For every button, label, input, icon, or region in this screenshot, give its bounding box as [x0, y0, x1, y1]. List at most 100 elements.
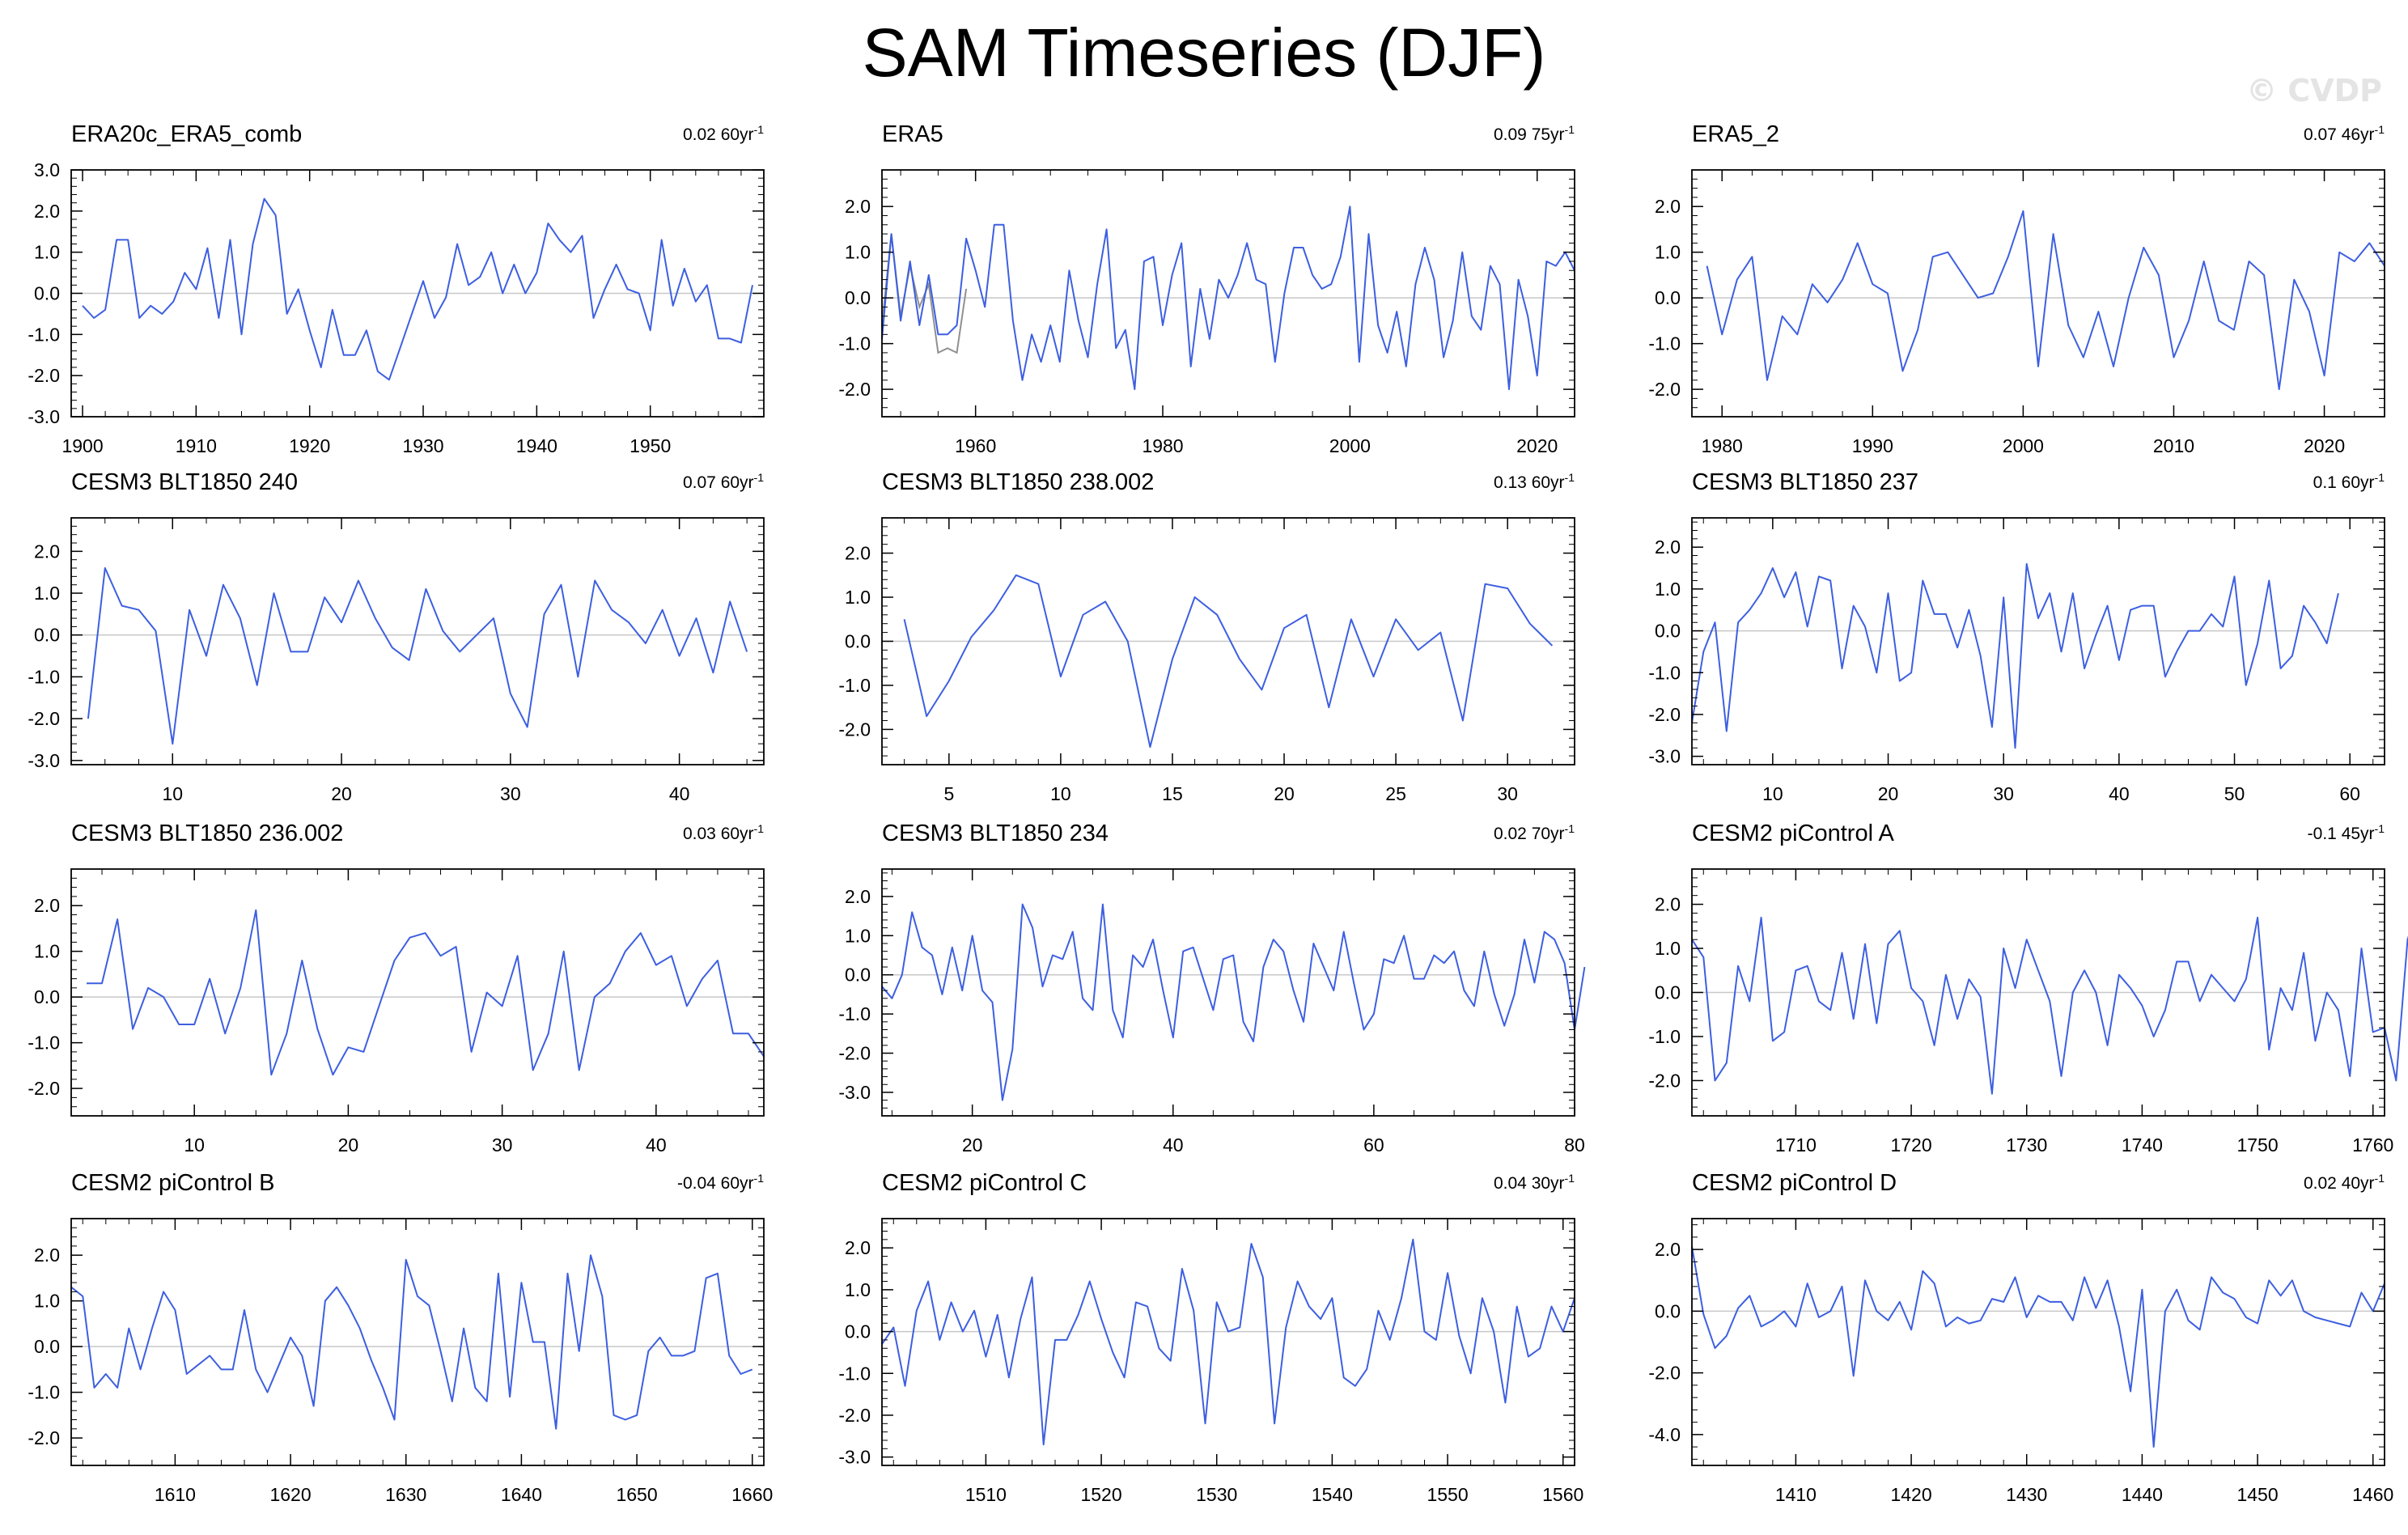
trend-value: -0.1 45yr — [2307, 825, 2375, 843]
x-tick-label: 1520 — [1080, 1484, 1121, 1505]
x-tick-label: 1450 — [2236, 1484, 2278, 1505]
series-line — [82, 197, 753, 381]
trend-value: -0.04 60yr — [676, 1174, 754, 1193]
plot-frame — [1691, 169, 2385, 418]
series-line — [1691, 916, 2408, 1095]
y-tick-label: 0.0 — [845, 965, 871, 986]
y-tick-label: 0.0 — [34, 625, 60, 646]
x-tick-label: 1920 — [289, 435, 330, 456]
y-tick-label: 1.0 — [34, 1291, 60, 1312]
panel-title: ERA5 — [882, 121, 943, 147]
trend-label: 0.09 75yr-1 — [1494, 123, 1575, 145]
y-tick-label: 2.0 — [34, 895, 60, 916]
y-tick-label: 2.0 — [34, 541, 60, 562]
chart-panel: ERA5 0.09 75yr-1 1960 1980 2000 2020 -2.0 -1.0 0… — [838, 121, 1575, 473]
y-tick-label: -3.0 — [28, 406, 60, 427]
y-tick-label: 0.0 — [34, 986, 60, 1007]
plot-frame — [70, 517, 765, 765]
x-tick-label: 1910 — [176, 435, 217, 456]
chart-panel: ERA5_2 0.07 46yr-1 1980 1990 2000 2010 2020 -2.… — [1648, 121, 2385, 473]
chart-panel: CESM3 BLT1850 238.002 0.13 60yr-1 5 10 15 20 2… — [838, 469, 1575, 821]
trend-label: 0.02 70yr-1 — [1494, 822, 1575, 844]
x-tick-label: 20 — [331, 783, 352, 804]
y-tick-label: -1.0 — [1648, 1026, 1681, 1047]
chart-panel: CESM3 BLT1850 240 0.07 60yr-1 10 20 30 40 -3.0… — [28, 469, 765, 821]
trend-unit-exponent: -1 — [1564, 123, 1575, 136]
x-tick-label: 10 — [1050, 783, 1071, 804]
x-tick-label: 1440 — [2122, 1484, 2163, 1505]
trend-unit-exponent: -1 — [1564, 1172, 1575, 1185]
x-tick-label: 10 — [162, 783, 183, 804]
y-tick-label: 0.0 — [1655, 1300, 1681, 1321]
panel-title: CESM3 BLT1850 236.002 — [71, 821, 344, 846]
x-tick-label: 30 — [500, 783, 521, 804]
y-tick-label: 0.0 — [1655, 982, 1681, 1003]
x-tick-label: 30 — [1497, 783, 1518, 804]
timeseries-plot: 1410 1420 1430 1440 1450 1460 -4.0 -2.0 0.0 2.0 — [1648, 1218, 2393, 1505]
x-tick-label: 1980 — [1142, 435, 1183, 456]
trend-label: 0.02 40yr-1 — [2304, 1172, 2385, 1194]
y-tick-label: -2.0 — [1648, 1070, 1681, 1091]
y-tick-label: -1.0 — [28, 1382, 60, 1403]
x-tick-label: 1420 — [1890, 1484, 1931, 1505]
trend-unit-exponent: -1 — [1564, 822, 1575, 835]
panel-title: CESM2 piControl D — [1692, 1170, 1897, 1196]
y-tick-label: 0.0 — [845, 287, 871, 308]
trend-unit-exponent: -1 — [753, 1172, 764, 1185]
y-tick-label: 2.0 — [1655, 894, 1681, 915]
x-tick-label: 1650 — [616, 1484, 657, 1505]
watermark: © CVDP — [2246, 73, 2382, 108]
panel-title: CESM3 BLT1850 238.002 — [882, 469, 1155, 495]
y-tick-label: 0.0 — [845, 631, 871, 652]
trend-value: 0.02 40yr — [2303, 1174, 2375, 1193]
trend-label: 0.07 46yr-1 — [2304, 123, 2385, 145]
y-tick-label: -1.0 — [1648, 662, 1681, 683]
y-tick-label: 1.0 — [1655, 579, 1681, 600]
trend-value: 0.07 60yr — [682, 473, 754, 492]
timeseries-plot: 1710 1720 1730 1740 1750 1760 -2.0 -1.0 0.0 1.0 2.… — [1648, 868, 2408, 1155]
timeseries-plot: 10 20 30 40 -3.0 -2.0 -1.0 0.0 1.0 2.0 — [28, 517, 765, 804]
y-tick-label: 0.0 — [34, 1336, 60, 1357]
panel-title: CESM2 piControl A — [1692, 821, 1894, 846]
y-tick-label: -1.0 — [838, 1363, 871, 1384]
series-line — [881, 903, 1586, 1101]
x-tick-label: 60 — [2339, 783, 2360, 804]
x-tick-label: 20 — [338, 1134, 359, 1155]
x-tick-label: 30 — [1993, 783, 2014, 804]
trend-unit-exponent: -1 — [753, 471, 764, 484]
series-line — [903, 574, 1554, 748]
x-tick-label: 1900 — [61, 435, 103, 456]
chart-panel: CESM2 piControl D 0.02 40yr-1 1410 1420 1430… — [1648, 1170, 2393, 1522]
x-tick-label: 1930 — [402, 435, 443, 456]
y-tick-label: 0.0 — [34, 283, 60, 304]
x-tick-label: 15 — [1162, 783, 1183, 804]
x-tick-label: 1960 — [955, 435, 996, 456]
x-tick-label: 20 — [1274, 783, 1295, 804]
plot-frame — [1691, 517, 2385, 765]
timeseries-plot: 10 20 30 40 -2.0 -1.0 0.0 1.0 2.0 — [28, 868, 765, 1155]
trend-unit-exponent: -1 — [753, 822, 764, 835]
x-tick-label: 2010 — [2153, 435, 2194, 456]
trend-value: 0.02 70yr — [1493, 825, 1565, 843]
y-tick-label: 2.0 — [1655, 1239, 1681, 1260]
series-line — [1691, 562, 2339, 749]
x-tick-label: 1740 — [2122, 1134, 2163, 1155]
y-tick-label: 2.0 — [34, 201, 60, 222]
trend-unit-exponent: -1 — [2374, 123, 2385, 136]
x-tick-label: 1630 — [385, 1484, 426, 1505]
y-tick-label: 1.0 — [34, 242, 60, 263]
x-tick-label: 40 — [669, 783, 690, 804]
y-tick-label: 0.0 — [845, 1321, 871, 1342]
x-tick-label: 5 — [943, 783, 954, 804]
chart-panel: CESM3 BLT1850 236.002 0.03 60yr-1 10 20 30 40… — [28, 821, 765, 1172]
y-tick-label: 2.0 — [845, 1237, 871, 1258]
panel-title: CESM2 piControl C — [882, 1170, 1087, 1196]
y-tick-label: 3.0 — [34, 159, 60, 180]
x-tick-label: 1560 — [1542, 1484, 1583, 1505]
series-line — [87, 567, 748, 745]
trend-label: 0.04 30yr-1 — [1494, 1172, 1575, 1194]
timeseries-plot: 1980 1990 2000 2010 2020 -2.0 -1.0 0.0 1.0 2.0 — [1648, 169, 2385, 456]
series-line — [881, 206, 1575, 391]
timeseries-plot: 1960 1980 2000 2020 -2.0 -1.0 0.0 1.0 2.0 — [838, 169, 1575, 456]
trend-unit-exponent: -1 — [753, 123, 764, 136]
